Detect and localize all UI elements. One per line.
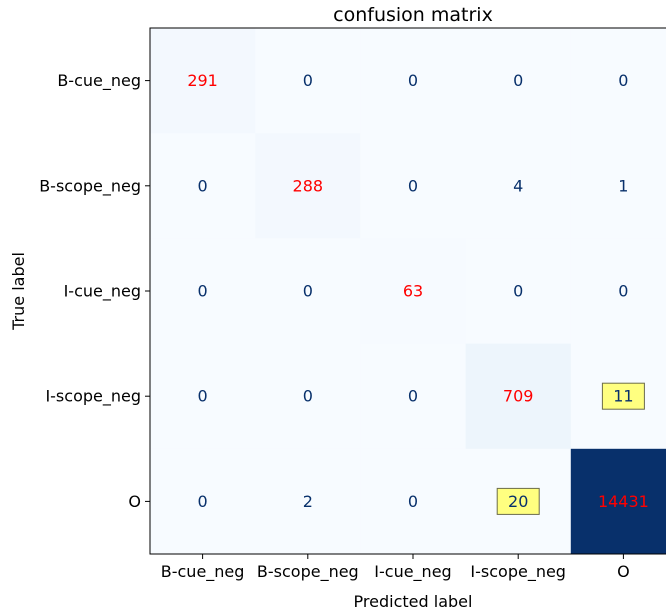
heatmap-cell-2-2 xyxy=(360,238,467,345)
cell-value-0-4: 0 xyxy=(618,71,628,90)
cell-highlight-box-4-3 xyxy=(496,487,540,515)
y-axis-label: True label xyxy=(9,252,28,331)
x-tick-label: I-scope_neg xyxy=(470,562,566,582)
cell-value-labels: 291 0 0 0 00 288 0 4 10 0 63 0 00 0 0 709 110 2 0 20 14431 xyxy=(187,71,649,515)
cell-value-4-0: 0 xyxy=(198,492,208,511)
heatmap-cell-4-4 xyxy=(570,448,666,555)
cell-value-3-4: 11 xyxy=(613,387,633,406)
heatmap-cell-0-1 xyxy=(255,28,361,134)
cell-value-4-4: 14431 xyxy=(598,492,649,511)
cell-value-4-3: 20 xyxy=(508,492,528,511)
x-axis-label: Predicted label xyxy=(354,592,473,611)
cell-value-0-3: 0 xyxy=(513,71,523,90)
heatmap-cell-2-3 xyxy=(465,238,572,345)
heatmap-cells xyxy=(150,28,666,555)
cell-value-1-2: 0 xyxy=(408,176,418,195)
heatmap-cell-3-3 xyxy=(465,343,572,450)
heatmap-cell-2-1 xyxy=(255,238,361,345)
heatmap-cell-1-0 xyxy=(150,133,256,239)
cell-value-2-2: 63 xyxy=(403,282,423,301)
y-axis-ticks: B-cue_neg B-scope_neg I-cue_neg I-scope_neg… xyxy=(39,71,150,511)
x-axis-ticks: B-cue_neg B-scope_neg I-cue_neg I-scope_neg… xyxy=(161,554,630,582)
heatmap-cell-3-2 xyxy=(360,343,467,450)
x-tick-label: I-cue_neg xyxy=(374,562,451,582)
cell-value-1-4: 1 xyxy=(618,176,628,195)
cell-value-4-2: 0 xyxy=(408,492,418,511)
heatmap-cell-0-3 xyxy=(465,28,572,134)
cell-highlight-box-3-4 xyxy=(601,382,645,410)
heatmap-cell-1-2 xyxy=(360,133,467,239)
heatmap-cell-1-4 xyxy=(570,133,666,239)
heatmap-cell-3-0 xyxy=(150,343,256,450)
y-tick-label: B-scope_neg xyxy=(39,176,141,196)
cell-value-1-1: 288 xyxy=(293,176,324,195)
cell-value-3-1: 0 xyxy=(303,387,313,406)
x-tick-label: B-scope_neg xyxy=(257,562,359,582)
x-tick-label: B-cue_neg xyxy=(161,562,245,582)
cell-value-2-0: 0 xyxy=(198,282,208,301)
heatmap-cell-1-1 xyxy=(255,133,361,239)
y-tick-label: O xyxy=(128,492,141,511)
cell-value-1-0: 0 xyxy=(198,176,208,195)
cell-value-0-0: 291 xyxy=(187,71,218,90)
cell-value-1-3: 4 xyxy=(513,176,523,195)
heatmap-cell-3-1 xyxy=(255,343,361,450)
heatmap-cell-4-1 xyxy=(255,448,361,555)
y-tick-label: B-cue_neg xyxy=(57,71,141,91)
heatmap-cell-2-4 xyxy=(570,238,666,345)
cell-value-0-1: 0 xyxy=(303,71,313,90)
cell-value-0-2: 0 xyxy=(408,71,418,90)
cell-value-3-0: 0 xyxy=(198,387,208,406)
cell-value-2-1: 0 xyxy=(303,282,313,301)
cell-value-4-1: 2 xyxy=(303,492,313,511)
heatmap-cell-2-0 xyxy=(150,238,256,345)
cell-value-3-3: 709 xyxy=(503,387,534,406)
heatmap-cell-0-2 xyxy=(360,28,467,134)
heatmap-cell-4-2 xyxy=(360,448,467,555)
heatmap-cell-1-3 xyxy=(465,133,572,239)
cell-value-2-3: 0 xyxy=(513,282,523,301)
heatmap-cell-0-4 xyxy=(570,28,666,134)
cell-value-3-2: 0 xyxy=(408,387,418,406)
chart-title: confusion matrix xyxy=(333,4,493,26)
heatmap-cell-4-0 xyxy=(150,448,256,555)
cell-value-2-4: 0 xyxy=(618,282,628,301)
y-tick-label: I-cue_neg xyxy=(64,282,141,302)
heatmap-cell-0-0 xyxy=(150,28,256,134)
x-tick-label: O xyxy=(617,562,630,581)
y-tick-label: I-scope_neg xyxy=(45,387,141,407)
